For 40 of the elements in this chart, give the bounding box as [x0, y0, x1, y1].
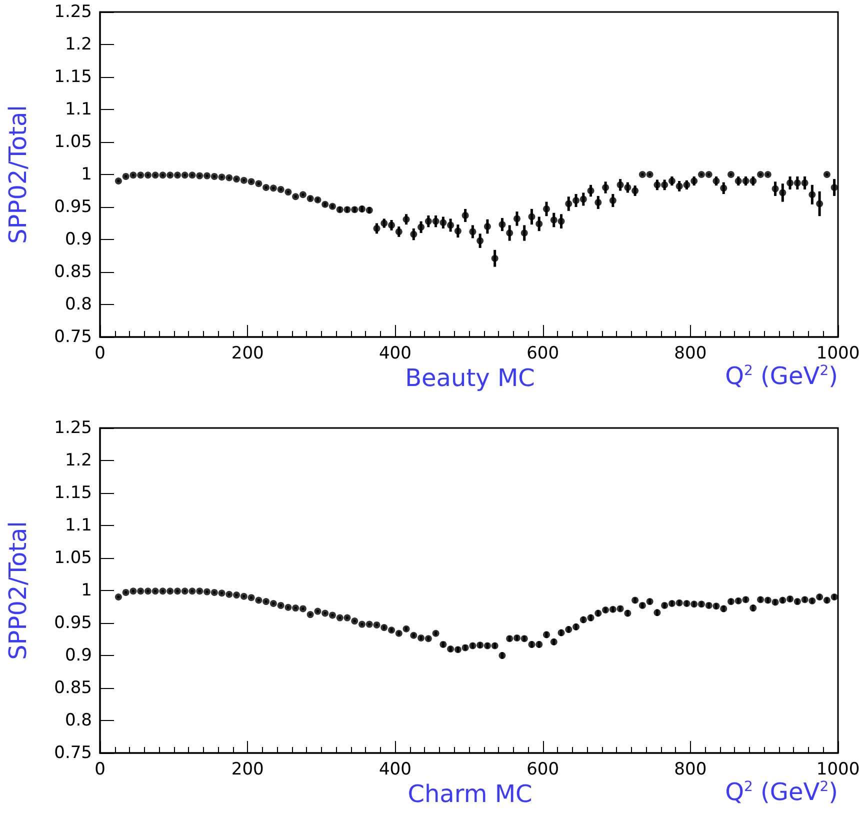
y-tick-label: 1.25 — [54, 418, 92, 438]
y-tick-label: 1.05 — [54, 548, 92, 568]
x-tick-label: 600 — [526, 760, 560, 780]
y-tick-label: 0.75 — [54, 327, 92, 347]
x-tick-label: 400 — [378, 760, 412, 780]
y-tick-label: 0.85 — [54, 262, 92, 282]
x-axis-title: Q$^{2}$ (GeV$^{2}$) — [725, 778, 838, 807]
x-tick-label: 800 — [674, 344, 707, 364]
y-axis-title: SPP02/Total — [4, 521, 32, 660]
y-tick-label: 0.8 — [64, 294, 92, 314]
y-tick-label: 0.95 — [54, 613, 92, 633]
y-tick-label: 1.2 — [64, 450, 92, 470]
y-tick-label: 1.2 — [64, 34, 92, 54]
x-tick-label: 200 — [231, 760, 264, 780]
y-tick-label: 1 — [81, 580, 92, 600]
y-tick-label: 0.85 — [54, 678, 92, 698]
y-tick-label: 0.95 — [54, 197, 92, 217]
y-tick-label: 1.1 — [64, 100, 92, 120]
x-tick-label: 1000 — [816, 760, 859, 780]
y-tick-label: 0.8 — [64, 710, 92, 730]
x-axis-title: Q$^{2}$ (GeV$^{2}$) — [725, 362, 838, 391]
y-tick-label: 1.25 — [54, 2, 92, 22]
y-tick-label: 1 — [81, 164, 92, 184]
y-tick-label: 1.15 — [54, 483, 92, 503]
y-tick-label: 0.9 — [64, 646, 92, 666]
y-tick-label: 0.75 — [54, 743, 92, 763]
x-tick-label: 1000 — [816, 344, 859, 364]
y-tick-label: 1.1 — [64, 516, 92, 536]
y-tick-label: 1.05 — [54, 132, 92, 152]
x-tick-label: 600 — [526, 344, 560, 364]
text: Charm MC — [408, 780, 532, 808]
y-tick-label: 1.15 — [54, 67, 92, 87]
x-tick-label: 0 — [94, 344, 106, 364]
x-tick-label: 0 — [94, 760, 106, 780]
y-axis-title: SPP02/Total — [4, 105, 32, 244]
text: Beauty MC — [405, 364, 535, 392]
y-tick-label: 0.9 — [64, 230, 92, 250]
x-tick-label: 400 — [378, 344, 412, 364]
x-tick-label: 200 — [231, 344, 264, 364]
x-tick-label: 800 — [674, 760, 707, 780]
